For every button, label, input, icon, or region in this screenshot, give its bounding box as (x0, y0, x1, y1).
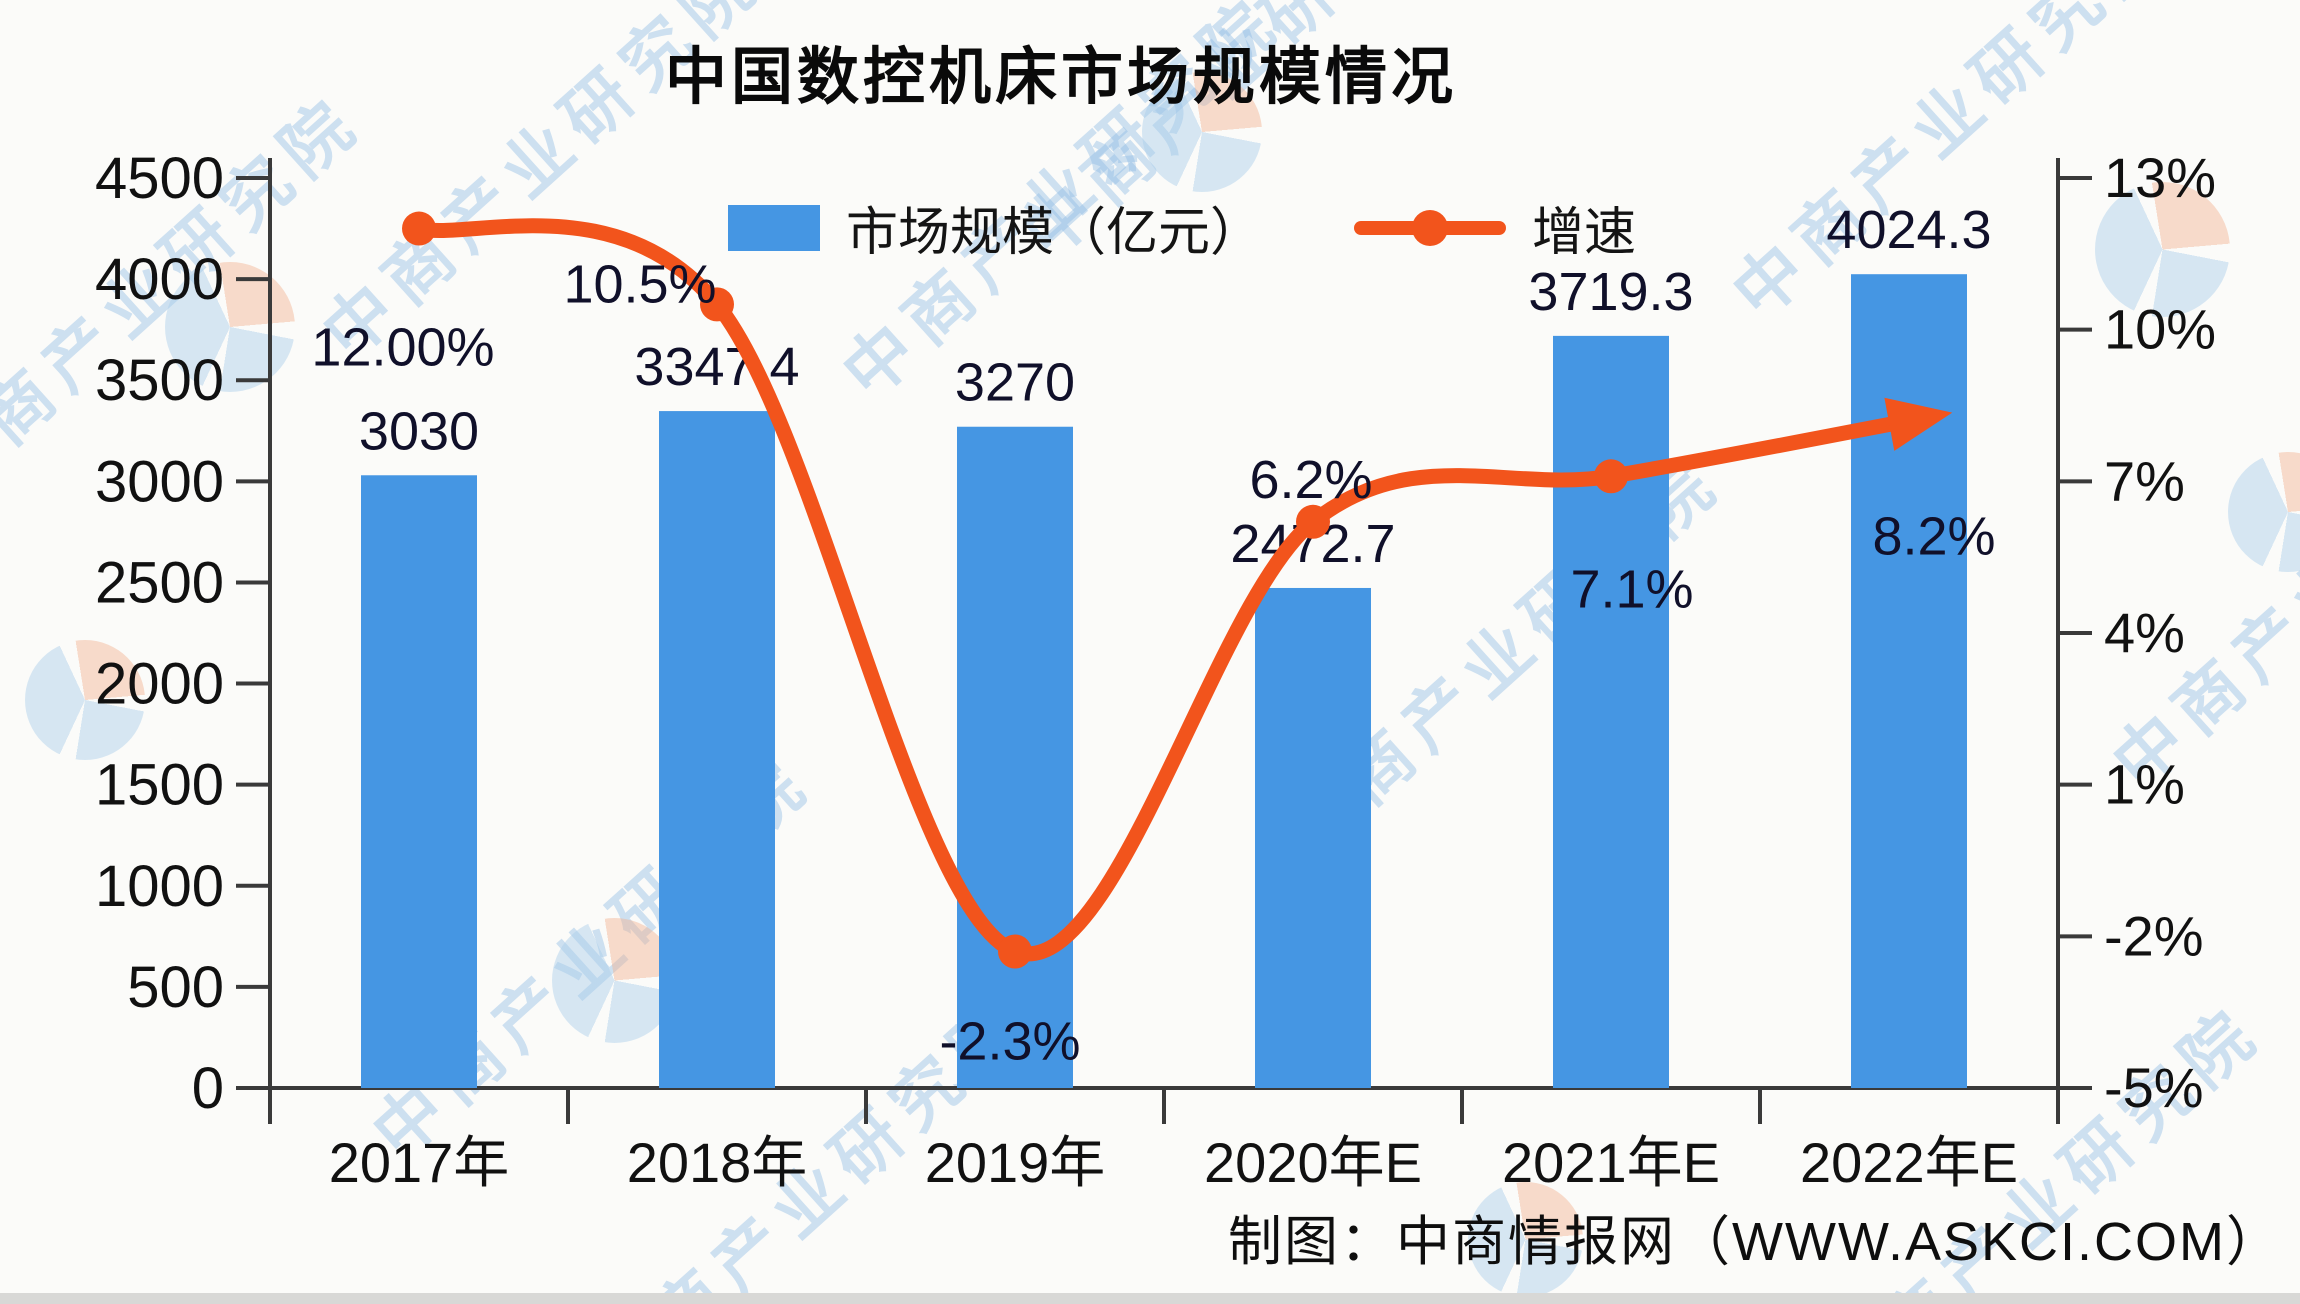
x-axis-category-label: 2019年 (925, 1131, 1106, 1194)
left-axis-tick-label: 2500 (95, 550, 224, 615)
x-axis-category-label: 2020年E (1204, 1131, 1422, 1194)
line-marker-2019年 (998, 934, 1032, 969)
bar-2021年E (1553, 335, 1669, 1088)
right-axis-tick-label: -5% (2104, 1056, 2204, 1119)
right-axis-tick-label: 13% (2104, 146, 2216, 209)
growth-value-label: 6.2% (1249, 450, 1372, 510)
x-axis-category-label: 2017年 (329, 1131, 510, 1194)
left-axis-tick-label: 500 (127, 955, 224, 1020)
legend-line-dot-icon (1354, 205, 1507, 251)
growth-value-label: 12.00% (311, 318, 494, 378)
bar-value-label: 3719.3 (1528, 262, 1693, 322)
right-axis-tick-label: -2% (2104, 904, 2204, 967)
bar-2019年 (957, 426, 1073, 1088)
growth-value-label: 7.1% (1570, 559, 1693, 619)
x-axis-category-label: 2018年 (627, 1131, 808, 1194)
legend-label-market-size: 市场规模（亿元） (846, 204, 1263, 262)
growth-value-label: 10.5% (563, 254, 716, 314)
bar-2017年 (361, 475, 477, 1088)
bar-value-label: 4024.3 (1826, 200, 1991, 260)
left-axis-tick-label: 0 (192, 1056, 224, 1121)
bottom-border (0, 1293, 2300, 1304)
growth-value-label: 8.2% (1872, 507, 1995, 567)
line-end-arrow-icon (1884, 397, 1953, 451)
left-axis-tick-label: 1000 (95, 854, 224, 919)
left-axis-tick-label: 4000 (95, 247, 224, 312)
legend-bar-swatch-icon (728, 204, 820, 251)
bar-value-label: 3347.4 (634, 337, 799, 397)
x-axis-category-label: 2021年E (1502, 1131, 1720, 1194)
left-axis-tick-label: 4500 (95, 146, 224, 211)
source-attribution: 制图：中商情报网（WWW.ASKCI.COM） (1228, 1212, 2282, 1272)
x-axis-category-label: 2022年E (1800, 1131, 2018, 1194)
bar-value-label: 3270 (955, 353, 1075, 413)
right-axis-tick-label: 4% (2104, 601, 2185, 664)
left-axis-tick-label: 1500 (95, 753, 224, 818)
line-marker-2021年E (1594, 459, 1628, 494)
legend-label-growth: 增速 (1532, 204, 1637, 262)
bar-2022年E (1851, 274, 1967, 1088)
line-marker-2020年E (1296, 504, 1330, 539)
left-axis-tick-label: 3500 (95, 348, 224, 413)
bar-2018年 (659, 411, 775, 1089)
line-marker-2018年 (700, 287, 734, 322)
left-axis-tick-label: 2000 (95, 652, 224, 717)
right-axis-tick-label: 7% (2104, 449, 2185, 512)
bar-2020年E (1255, 587, 1371, 1088)
chart-title: 中国数控机床市场规模情况 (665, 43, 1458, 112)
line-marker-2017年 (402, 211, 436, 246)
growth-value-label: -2.3% (939, 1012, 1080, 1072)
left-axis-tick-label: 3000 (95, 449, 224, 514)
chart-legend: 市场规模（亿元） 增速 (728, 190, 1636, 265)
bar-value-label: 3030 (359, 401, 479, 461)
legend-line-dot (1412, 209, 1449, 246)
right-axis-tick-label: 1% (2104, 753, 2185, 816)
right-axis-tick-label: 10% (2104, 298, 2216, 361)
